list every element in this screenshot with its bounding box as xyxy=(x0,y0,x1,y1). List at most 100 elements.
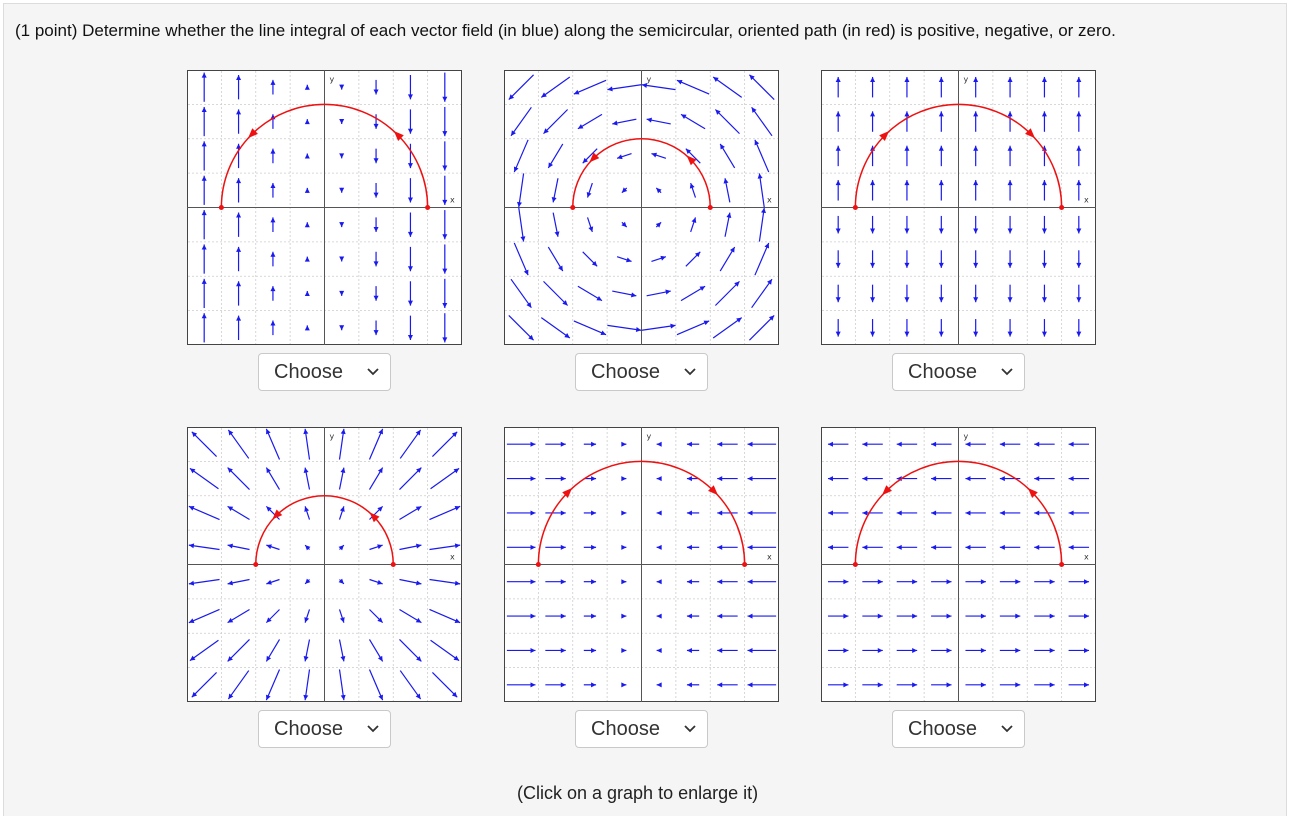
field-arrow xyxy=(338,428,345,460)
path-direction-arrow xyxy=(882,485,892,496)
field-arrow xyxy=(430,467,460,490)
field-arrow-head xyxy=(999,441,1005,447)
path-endpoint xyxy=(253,562,259,567)
field-arrow xyxy=(191,671,218,698)
field-arrow xyxy=(227,670,250,700)
field-arrow-head xyxy=(377,579,383,585)
field-arrow-head xyxy=(266,467,272,474)
field-arrow-head xyxy=(1076,262,1082,268)
path-endpoint xyxy=(218,205,224,210)
field-arrow-head xyxy=(188,580,195,586)
field-arrow-head xyxy=(686,510,692,516)
field-arrow-head xyxy=(717,682,723,688)
field-arrow xyxy=(748,74,775,101)
field-arrow-head xyxy=(973,262,979,268)
field-arrow xyxy=(508,74,535,101)
field-arrow-head xyxy=(1041,331,1047,337)
answer-dropdown-3[interactable]: Choose xyxy=(892,353,1025,391)
field-arrow xyxy=(714,109,740,135)
field-arrow-head xyxy=(656,647,662,653)
field-arrow-head xyxy=(591,510,597,516)
field-arrow-head xyxy=(686,476,692,482)
field-arrow-head xyxy=(407,334,413,340)
answer-dropdown-4[interactable]: Choose xyxy=(258,710,391,748)
y-axis-label: y xyxy=(647,75,652,84)
field-arrow-head xyxy=(651,152,657,158)
field-arrow-head xyxy=(453,468,460,474)
chevron-down-icon xyxy=(367,725,379,733)
answer-dropdown-5[interactable]: Choose xyxy=(575,710,708,748)
field-arrow xyxy=(399,467,422,490)
field-arrow xyxy=(641,324,676,331)
x-axis-label: x xyxy=(1084,553,1089,562)
field-arrow-head xyxy=(416,543,422,549)
field-arrow-head xyxy=(560,544,566,550)
field-arrow-head xyxy=(304,222,310,228)
answer-dropdown-6[interactable]: Choose xyxy=(892,710,1025,748)
field-arrow-head xyxy=(270,320,276,326)
field-arrow-head xyxy=(442,234,448,240)
field-arrow-head xyxy=(1007,297,1013,303)
field-arrow-head xyxy=(266,428,271,435)
field-arrow-head xyxy=(1084,613,1090,619)
field-arrow-head xyxy=(591,647,597,653)
field-arrow-head xyxy=(442,165,448,171)
field-arrow-head xyxy=(827,441,833,447)
field-arrow-head xyxy=(713,76,719,82)
field-arrow xyxy=(431,671,458,698)
field-arrow-head xyxy=(270,286,276,292)
field-arrow-head xyxy=(1076,331,1082,337)
field-arrow xyxy=(191,431,218,458)
field-arrow-head xyxy=(451,431,458,438)
field-arrow-head xyxy=(339,325,345,331)
field-arrow-head xyxy=(373,89,379,95)
field-arrow-head xyxy=(373,330,379,336)
field-arrow-head xyxy=(931,510,937,516)
field-arrow-head xyxy=(896,544,902,550)
field-arrow-head xyxy=(591,544,597,550)
x-axis-label: x xyxy=(1084,196,1089,205)
field-arrow xyxy=(189,467,219,490)
field-arrow-head xyxy=(1068,544,1074,550)
field-arrow xyxy=(227,467,250,490)
field-arrow-head xyxy=(1034,510,1040,516)
field-arrow xyxy=(508,314,535,341)
dropdown-selected-value: Choose xyxy=(908,361,977,383)
field-arrow-head xyxy=(670,323,676,329)
field-arrow-head xyxy=(946,579,952,585)
field-arrow-head xyxy=(266,655,272,662)
field-arrow-head xyxy=(442,131,448,137)
question-text: (1 point) Determine whether the line int… xyxy=(15,21,1116,40)
dropdown-selected-value: Choose xyxy=(591,718,660,740)
oriented-path xyxy=(572,138,711,208)
field-arrow-head xyxy=(726,212,732,219)
oriented-path xyxy=(255,495,394,565)
field-arrow-head xyxy=(1076,76,1082,82)
path-endpoint xyxy=(852,562,858,567)
answer-dropdown-1[interactable]: Choose xyxy=(258,353,391,391)
field-arrow-head xyxy=(236,212,242,218)
field-arrow-head xyxy=(1007,228,1013,234)
field-arrow-head xyxy=(191,691,198,698)
field-arrow-head xyxy=(591,579,597,585)
field-arrow-head xyxy=(560,682,566,688)
field-arrow-head xyxy=(999,476,1005,482)
field-arrow-head xyxy=(304,153,310,159)
oriented-path xyxy=(854,103,1063,208)
field-arrow xyxy=(399,429,422,459)
field-arrow-head xyxy=(591,682,597,688)
enlarge-hint: (Click on a graph to enlarge it) xyxy=(517,783,759,803)
answer-dropdown-2[interactable]: Choose xyxy=(575,353,708,391)
field-arrow-head xyxy=(843,613,849,619)
field-arrow xyxy=(641,84,676,91)
field-arrow-head xyxy=(768,315,775,321)
path-direction-arrow xyxy=(708,485,718,496)
field-arrow-head xyxy=(591,476,597,482)
field-arrow-head xyxy=(236,315,242,321)
